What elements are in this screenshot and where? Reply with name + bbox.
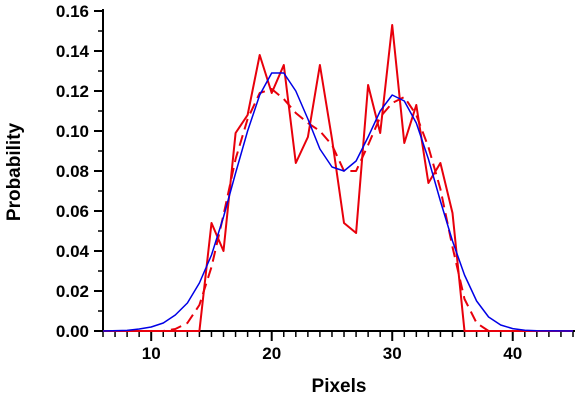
x-tick-label: 30 <box>383 344 402 363</box>
y-axis-title: Probability <box>4 122 25 221</box>
y-tick-label: 0.16 <box>56 2 89 21</box>
x-axis-title: Pixels <box>312 376 367 397</box>
y-tick-label: 0.12 <box>56 82 89 101</box>
x-tick-label: 20 <box>262 344 281 363</box>
y-tick-label: 0.06 <box>56 202 89 221</box>
y-tick-label: 0.00 <box>56 322 89 341</box>
y-tick-label: 0.14 <box>56 42 90 61</box>
red-dashed-series <box>103 88 573 332</box>
tick-labels: 10 20 30 40 0.00 0.02 0.04 0.06 0.08 0.10 0.12 0.14… <box>56 2 522 363</box>
y-tick-label: 0.10 <box>56 122 89 141</box>
y-tick-label: 0.02 <box>56 282 89 301</box>
x-tick-label: 10 <box>142 344 161 363</box>
series-layer <box>102 24 574 332</box>
y-tick-label: 0.08 <box>56 162 89 181</box>
axes <box>94 9 575 341</box>
y-tick-label: 0.04 <box>56 242 90 261</box>
x-tick-label: 40 <box>503 344 522 363</box>
red-solid-series <box>103 24 573 332</box>
blue-fit-series <box>102 72 574 332</box>
